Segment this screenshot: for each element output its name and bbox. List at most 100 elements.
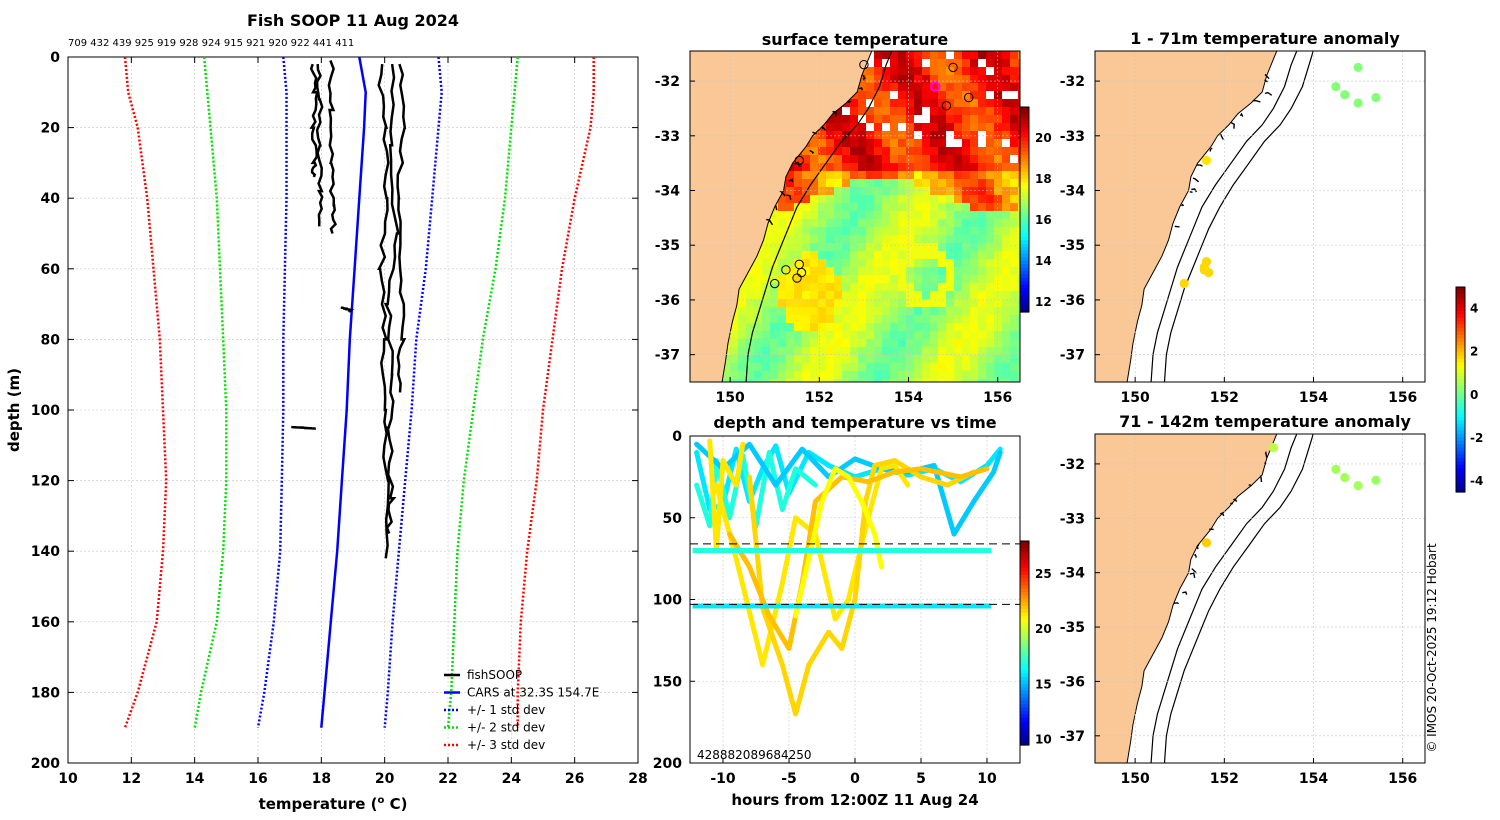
sst-cell [970,379,979,382]
station-marker [781,265,791,275]
sst-cell [762,235,771,244]
time-colorbar-cell [1020,694,1029,698]
sst-cell [898,67,907,76]
sst-cell [834,139,843,148]
anomaly-marker [1331,81,1341,92]
sst-cell [762,267,771,276]
sst-cell [986,67,995,76]
sst-cell [890,187,899,196]
sst-cell [866,219,875,228]
sst-cell [906,67,915,76]
sst-cell [778,291,787,300]
time-colorbar-cell [1020,547,1029,552]
sst-cell [882,363,891,372]
sst-cell [810,347,819,356]
sst-cell [930,203,939,212]
sst-cell [986,83,995,92]
sst-cell [786,371,795,380]
sst-cell [1002,379,1011,382]
sst-cell [962,371,971,380]
sst-colorbar-cell [1020,298,1029,303]
sst-cell [1018,259,1020,268]
sst-cell [794,235,803,244]
sst-cell [938,147,947,156]
sst-cell [786,203,795,212]
x-tick-label: 150 [1121,771,1150,787]
sst-colorbar-cell [1020,195,1029,200]
sst-cell [842,371,851,380]
temperature-trace-3 [694,441,1003,537]
sst-cell [826,379,835,382]
sst-cell [842,259,851,268]
sst-cell [882,355,891,364]
shelf-contour [1150,51,1298,382]
fishsoop-profile-5 [383,63,400,534]
fishsoop-profile-6 [396,63,407,393]
sst-cell [938,371,947,380]
sst-cell [826,267,835,276]
sst-cell [810,379,819,382]
sst-cell [850,315,859,324]
sst-cell [946,155,955,164]
anomaly-lower-panel-title: 71 - 142m temperature anomaly [1119,412,1411,431]
sst-cell [794,323,803,332]
sst-cell [1018,163,1020,172]
time-colorbar-cell [1020,636,1029,641]
sst-cell [954,91,963,100]
sst-cell [906,195,915,204]
sst-cell [874,283,883,292]
sst-cell [770,315,779,324]
sst-cell [938,179,947,188]
fishsoop-profile-1 [309,63,319,178]
anomaly-colorbar-cell [1456,485,1465,490]
sst-cell [954,355,963,364]
sst-cell [746,355,755,364]
sst-cell [898,259,907,268]
anomaly-marker [1371,92,1381,103]
sst-cell [882,171,891,180]
sst-cell [978,155,987,164]
sst-cell [914,235,923,244]
sst-cell [962,123,971,132]
sst-cell [858,363,867,372]
sst-cell [858,307,867,316]
sst-cell [874,123,883,132]
sst-cell [978,339,987,348]
sst-cell [954,267,963,276]
sst-cell [898,355,907,364]
sst-cell [970,235,979,244]
sst-cell [842,219,851,228]
sst-cell [818,291,827,300]
sst-cell [810,363,819,372]
y-tick-label: -33 [1060,511,1085,527]
sst-cell [882,75,891,84]
sst-cell [1002,123,1011,132]
sst-cell [946,171,955,180]
sst-colorbar-cell [1020,134,1029,139]
sst-cell [1010,283,1019,292]
sst-cell [850,339,859,348]
sst-cell [754,339,763,348]
sst-cell [738,315,747,324]
time-colorbar-cell [1020,646,1029,651]
sst-cell [826,347,835,356]
sst-cell [842,115,851,124]
y-tick-label: -32 [655,74,680,90]
sst-cell [834,307,843,316]
sst-cell [850,275,859,284]
sst-cell [946,139,955,148]
sst-cell [978,363,987,372]
sst-cell [786,363,795,372]
sst-cell [1018,267,1020,276]
sst-cell [978,171,987,180]
sst-cell [986,163,995,172]
anomaly-upper-panel-axes-frame [1094,50,1426,383]
sst-cell [954,323,963,332]
sst-cell [786,179,795,188]
anomaly-marker [1268,442,1278,453]
sst-cell [906,123,915,132]
sst-cell [794,299,803,308]
sst-cell [818,331,827,340]
sst-cell [826,155,835,164]
legend-entry: +/- 2 std dev [467,721,545,735]
